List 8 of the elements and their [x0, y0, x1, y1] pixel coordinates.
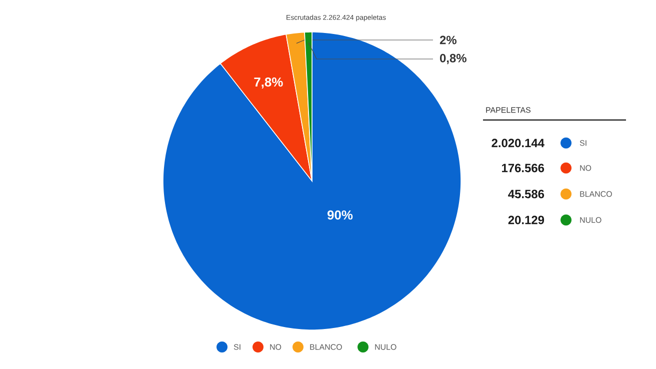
data-label: 7,8% [254, 77, 283, 88]
data-label: 90% [327, 210, 353, 220]
data-label: 0,8% [440, 54, 466, 64]
data-label: 2% [440, 36, 456, 44]
text: 2.020.144 [492, 138, 544, 148]
text: 176.566 [502, 164, 544, 172]
text: 20.129 [508, 216, 544, 224]
text: 45.586 [508, 190, 544, 198]
